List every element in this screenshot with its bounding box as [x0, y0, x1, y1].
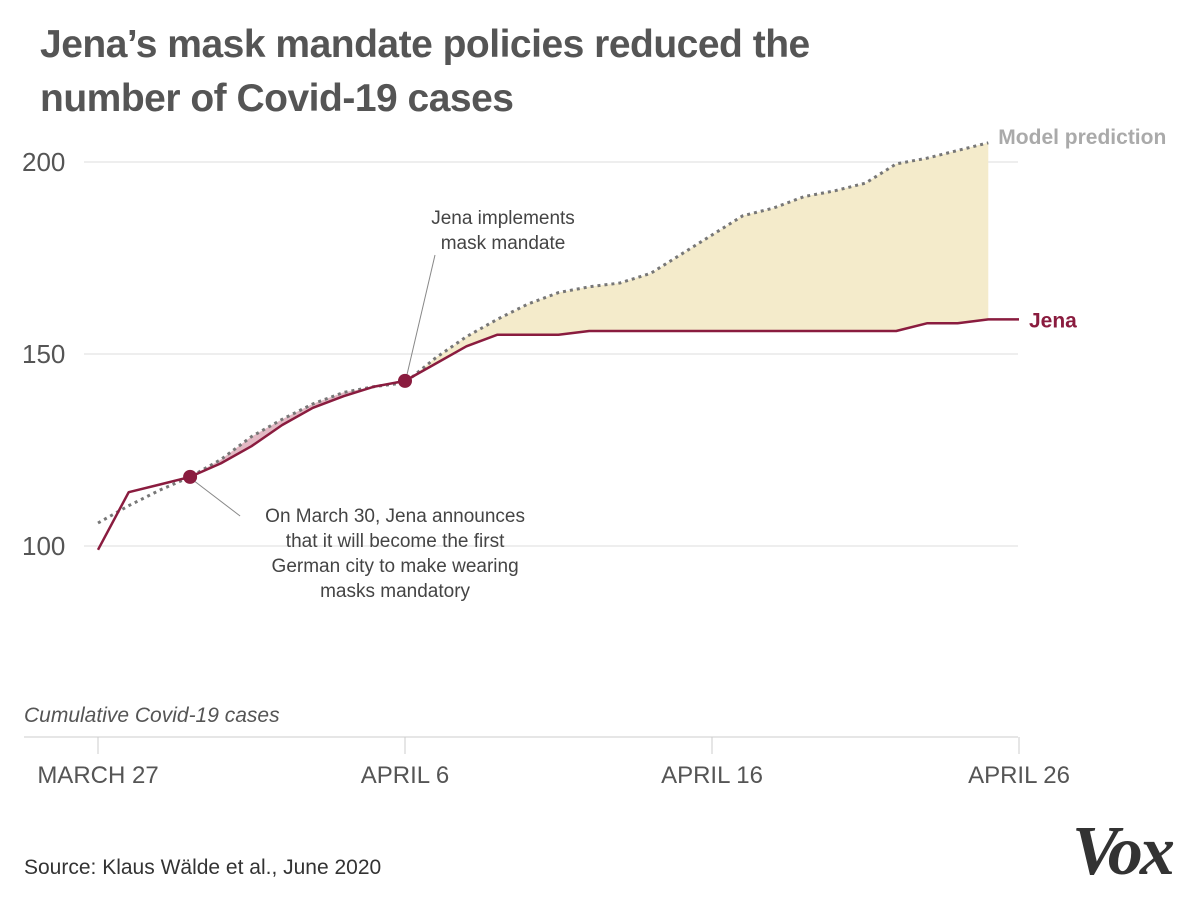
event-marker — [183, 469, 198, 484]
annotation-mask-mandate-line: Jena implements — [431, 208, 575, 229]
annotation-announcement-line: that it will become the first — [286, 531, 505, 552]
series-labels: Model prediction Jena — [998, 126, 1166, 333]
annotation-announcement-line: On March 30, Jena announces — [265, 506, 525, 527]
model-prediction-line — [97, 141, 989, 525]
chart-title: Jena’s mask mandate policies reduced the… — [40, 23, 810, 120]
event-marker — [398, 373, 412, 388]
annotation-leaders — [193, 254, 436, 517]
source-note: Source: Klaus Wälde et al., June 2020 — [24, 856, 382, 879]
series-label-jena: Jena — [1029, 309, 1077, 332]
x-tick-label: APRIL 6 — [361, 762, 450, 789]
y-tick-label: 150 — [22, 339, 65, 369]
annotations: Jena implements mask mandate On March 30, … — [265, 208, 575, 602]
x-tick-label: APRIL 26 — [968, 762, 1070, 789]
annotation-mask-mandate-line: mask mandate — [441, 233, 566, 254]
post-mandate-gap-fill — [405, 142, 989, 383]
gridlines — [84, 161, 1018, 547]
y-tick-labels: 100 150 200 — [22, 147, 65, 561]
annotation-announcement-line: masks mandatory — [320, 581, 470, 602]
y-axis-label: Cumulative Covid-19 cases — [24, 704, 280, 727]
series-lines — [96, 141, 1019, 551]
vox-logo: Vox — [1072, 813, 1175, 890]
x-axis: MARCH 27 APRIL 6 APRIL 16 APRIL 26 — [24, 736, 1070, 789]
y-tick-label: 200 — [22, 147, 65, 177]
x-tick-label: MARCH 27 — [37, 762, 158, 789]
annotation-announcement-line: German city to make wearing — [272, 556, 519, 577]
y-tick-label: 100 — [22, 531, 65, 561]
annotation-leader-announcement — [193, 480, 241, 517]
x-tick-label: APRIL 16 — [661, 762, 763, 789]
event-markers — [183, 373, 412, 484]
annotation-leader-mask-mandate — [405, 254, 436, 379]
gap-fills — [190, 142, 989, 477]
series-label-model-prediction: Model prediction — [998, 126, 1166, 149]
jena-line — [96, 318, 1019, 551]
